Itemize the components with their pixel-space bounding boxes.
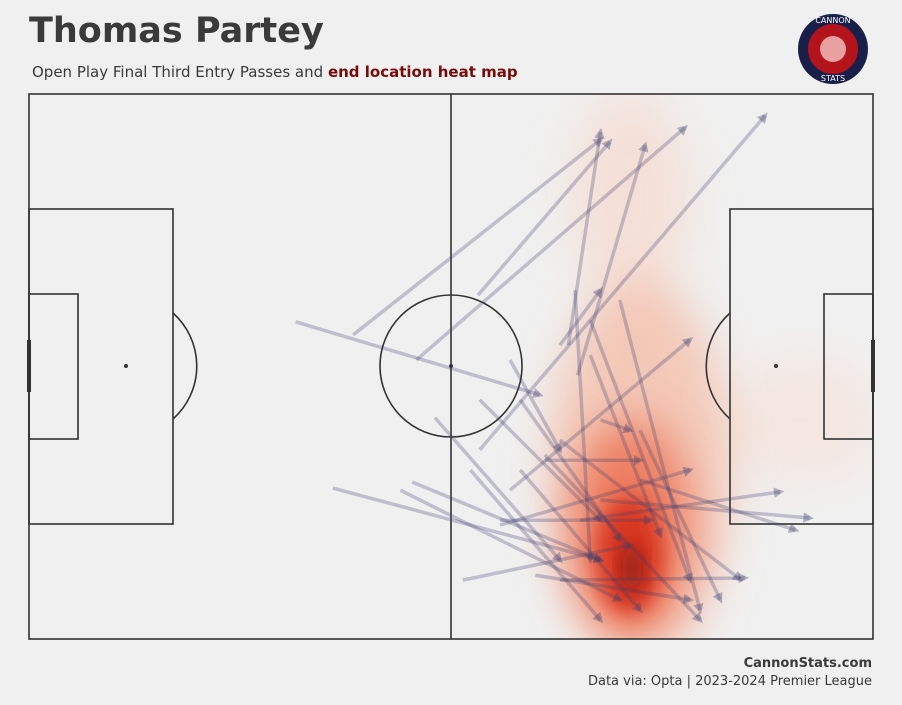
pass-arrow <box>499 466 694 527</box>
pass-arrow <box>559 572 749 584</box>
pass-arrow <box>543 453 703 623</box>
pass-arrow <box>599 418 634 434</box>
pass-arrow <box>558 286 603 347</box>
centre-spot <box>449 364 453 368</box>
pass-arrow <box>476 138 613 297</box>
pass-arrow <box>478 112 768 452</box>
note: Data via: Opta | 2023-2024 Premier Leagu… <box>588 674 872 689</box>
logo: CANNON STATS <box>798 14 868 84</box>
pitch <box>27 93 875 640</box>
pass-arrow <box>573 290 596 565</box>
pass-arrow <box>478 398 604 524</box>
logo-top: CANNON <box>815 16 850 25</box>
penalty-spot <box>124 364 128 368</box>
pass-arrow <box>600 498 814 523</box>
pass-arrow <box>535 573 695 604</box>
subtitle: Open Play Final Third Entry Passes and e… <box>32 63 518 81</box>
pass-arrow <box>566 127 605 346</box>
heat-map <box>550 94 873 639</box>
title: Thomas Partey <box>29 11 324 51</box>
passes <box>295 112 814 624</box>
pass-arrow <box>518 468 643 614</box>
pass-arrow <box>332 486 605 564</box>
pass-arrow <box>508 359 562 454</box>
logo-bottom: STATS <box>821 74 845 83</box>
pass-arrow <box>433 416 563 564</box>
pass-arrow <box>579 487 785 522</box>
subtitle-text: Open Play Final Third Entry Passes and <box>32 63 323 81</box>
pass-arrow <box>558 438 743 582</box>
pass-arrow <box>462 541 635 582</box>
pass-arrow <box>469 468 604 624</box>
pass-arrow <box>415 125 688 362</box>
pass-arrow <box>588 354 663 539</box>
pass-arrow <box>588 319 693 585</box>
pass-arrow <box>399 488 624 602</box>
subtitle-highlight: end location heat map <box>328 63 518 81</box>
pass-arrow <box>352 137 604 337</box>
pass-arrow <box>295 320 544 399</box>
pass-arrow <box>638 429 723 604</box>
pass-arrow <box>411 480 605 563</box>
pass-arrow <box>508 337 694 492</box>
pass-arrow <box>639 478 800 534</box>
penalty-spot <box>774 364 778 368</box>
pass-arrow <box>618 299 704 615</box>
pass-arrow <box>575 141 649 376</box>
source: CannonStats.com <box>744 656 872 671</box>
